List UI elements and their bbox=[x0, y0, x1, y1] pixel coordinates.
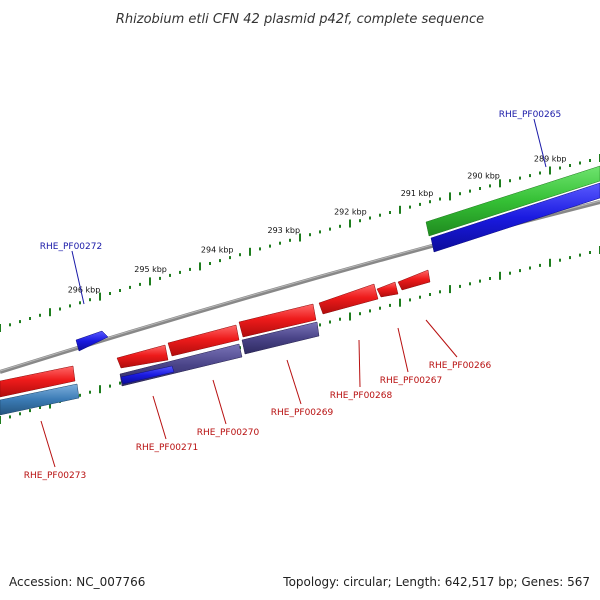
reverse-features bbox=[0, 269, 431, 416]
gene-labels: RHE_PF00265 RHE_PF00272 RHE_PF00266 RHE_… bbox=[24, 110, 561, 481]
label-RHE_PF00271[interactable]: RHE_PF00271 bbox=[136, 443, 198, 453]
accession-text: Accession: NC_007766 bbox=[9, 575, 145, 589]
leader-RHE_PF00269 bbox=[286, 359, 302, 405]
label-RHE_PF00270[interactable]: RHE_PF00270 bbox=[197, 428, 260, 438]
tick-label: 292 kbp bbox=[334, 207, 367, 216]
outer-tick-row: 296 kbp 295 kbp 294 kbp 293 kbp 292 kbp 291 k… bbox=[0, 154, 600, 332]
feature-RHE_PF00267[interactable] bbox=[376, 281, 399, 298]
feature-RHE_PF00273-gene[interactable] bbox=[0, 383, 80, 416]
feature-RHE_PF00273-cds[interactable] bbox=[0, 365, 76, 398]
tick-label: 294 kbp bbox=[201, 245, 234, 254]
leader-RHE_PF00270 bbox=[212, 379, 227, 425]
label-RHE_PF00272[interactable]: RHE_PF00272 bbox=[40, 242, 102, 252]
label-RHE_PF00266[interactable]: RHE_PF00266 bbox=[429, 361, 492, 371]
leader-RHE_PF00268 bbox=[358, 339, 361, 388]
leader-RHE_PF00272 bbox=[71, 250, 85, 305]
feature-RHE_PF00268[interactable] bbox=[318, 283, 379, 315]
tick-label: 290 kbp bbox=[467, 172, 500, 181]
feature-RHE_PF00271-cds[interactable] bbox=[116, 344, 169, 369]
leader-RHE_PF00267 bbox=[397, 327, 409, 373]
forward-features bbox=[75, 165, 600, 352]
feature-RHE_PF00269-cds[interactable] bbox=[238, 303, 317, 338]
tick-label: 291 kbp bbox=[401, 189, 434, 198]
label-RHE_PF00273[interactable]: RHE_PF00273 bbox=[24, 471, 86, 481]
feature-RHE_PF00269-gene[interactable] bbox=[241, 321, 320, 355]
tick-label: 295 kbp bbox=[134, 265, 167, 274]
label-RHE_PF00267[interactable]: RHE_PF00267 bbox=[380, 376, 442, 386]
tick-label: 296 kbp bbox=[68, 286, 101, 295]
leader-RHE_PF00265 bbox=[533, 118, 547, 168]
leader-lines bbox=[40, 118, 547, 468]
feature-RHE_PF00270-cds[interactable] bbox=[167, 324, 240, 357]
leader-RHE_PF00266 bbox=[425, 319, 458, 358]
feature-RHE_PF00265-cds[interactable] bbox=[430, 182, 600, 253]
label-RHE_PF00265[interactable]: RHE_PF00265 bbox=[499, 110, 561, 120]
feature-RHE_PF00272[interactable] bbox=[75, 330, 109, 352]
label-RHE_PF00269[interactable]: RHE_PF00269 bbox=[271, 408, 334, 418]
map-title: Rhizobium etli CFN 42 plasmid p42f, comp… bbox=[116, 12, 484, 27]
feature-RHE_PF00266[interactable] bbox=[397, 269, 431, 291]
feature-RHE_PF00265-gene[interactable] bbox=[425, 165, 600, 237]
label-RHE_PF00268[interactable]: RHE_PF00268 bbox=[330, 391, 393, 401]
sequence-summary: Topology: circular; Length: 642,517 bp; … bbox=[282, 575, 590, 589]
leader-RHE_PF00271 bbox=[152, 395, 167, 440]
feature-RHE_PF00271-gene[interactable] bbox=[120, 365, 175, 385]
tick-label: 289 kbp bbox=[534, 154, 567, 163]
tick-label: 293 kbp bbox=[267, 226, 300, 235]
leader-RHE_PF00273 bbox=[40, 420, 56, 468]
